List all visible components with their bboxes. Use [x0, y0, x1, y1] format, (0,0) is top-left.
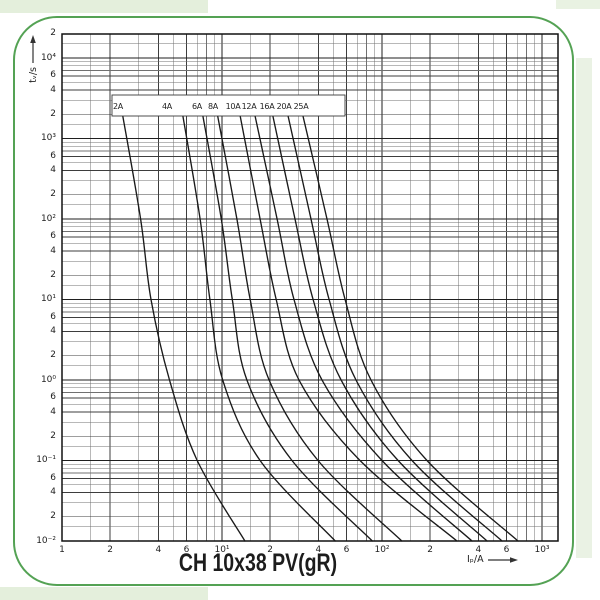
x-tick-label: 10² [374, 545, 390, 555]
y-tick-label: 4 [50, 165, 56, 176]
x-tick-label: 6 [343, 545, 350, 555]
page-band-top-left [0, 0, 208, 13]
legend-label-20A: 20A [276, 102, 292, 111]
curve-12A [254, 115, 473, 542]
y-tick-label: 10⁴ [40, 52, 56, 63]
y-tick-label: 2 [50, 269, 56, 280]
y-tick-label: 4 [50, 406, 56, 417]
x-tick-label: 6 [503, 545, 510, 555]
y-tick-label: 2 [50, 28, 56, 39]
curve-16A [272, 115, 488, 542]
y-tick-label: 10⁻² [36, 535, 56, 546]
curve-2A [122, 115, 246, 542]
y-tick-label: 10³ [40, 133, 56, 143]
legend-box [111, 94, 346, 117]
y-tick-label: 4 [50, 326, 56, 337]
y-tick-label: 4 [50, 245, 56, 256]
curve-10A [239, 115, 458, 542]
x-tick-label: 4 [315, 545, 322, 555]
x-tick-label: 10¹ [214, 545, 230, 555]
curve-8A [217, 115, 403, 542]
page-band-bottom-left [0, 587, 208, 600]
y-tick-label: 2 [50, 430, 56, 441]
x-tick-label: 6 [183, 545, 190, 555]
y-tick-label: 10² [40, 213, 56, 224]
legend-label-12A: 12A [241, 102, 257, 111]
y-tick-label: 10¹ [40, 294, 56, 304]
page-band-right [576, 58, 592, 558]
curve-6A [202, 115, 373, 542]
y-tick-label: 6 [50, 231, 56, 242]
x-tick-label: 4 [475, 545, 482, 555]
legend-label-8A: 8A [208, 102, 218, 111]
legend-label-25A: 25A [293, 102, 309, 111]
curve-4A [182, 115, 336, 542]
curve-20A [287, 115, 503, 542]
y-tick-label: 2 [50, 350, 56, 361]
legend-label-2A: 2A [113, 102, 123, 111]
plot-frame [61, 33, 559, 542]
y-tick-label: 6 [50, 392, 56, 403]
x-tick-label: 4 [155, 545, 162, 555]
y-tick-label: 4 [50, 487, 56, 498]
legend-label-4A: 4A [162, 102, 172, 111]
y-axis-arrow-icon [30, 35, 36, 63]
chart-title: CH 10x38 PV(gR) [178, 549, 338, 577]
curve-25A [302, 115, 519, 542]
y-tick-label: 10⁰ [40, 374, 56, 385]
legend-label-16A: 16A [259, 102, 275, 111]
x-axis-title-text: Iₚ/A [467, 554, 484, 565]
x-tick-label: 2 [427, 545, 434, 555]
y-tick-label: 6 [50, 70, 56, 81]
y-tick-label: 10⁻¹ [36, 455, 56, 465]
x-tick-label: 2 [267, 545, 274, 555]
page-band-top-right [556, 0, 600, 9]
x-tick-label: 1 [59, 545, 65, 555]
legend-label-10A: 10A [225, 102, 241, 111]
y-tick-label: 2 [50, 511, 56, 522]
x-tick-label: 10³ [534, 545, 550, 555]
x-axis-arrow-icon [487, 556, 518, 563]
y-axis-title: tᵥ/s [25, 35, 41, 113]
x-tick-label: 2 [107, 545, 114, 555]
y-tick-label: 6 [50, 150, 56, 161]
x-axis-title: Iₚ/A [467, 554, 518, 565]
y-tick-label: 2 [50, 189, 56, 200]
y-tick-label: 6 [50, 472, 56, 483]
y-tick-label: 2 [50, 108, 56, 119]
legend-label-6A: 6A [192, 102, 202, 111]
y-tick-label: 4 [50, 84, 56, 95]
y-tick-label: 6 [50, 311, 56, 322]
